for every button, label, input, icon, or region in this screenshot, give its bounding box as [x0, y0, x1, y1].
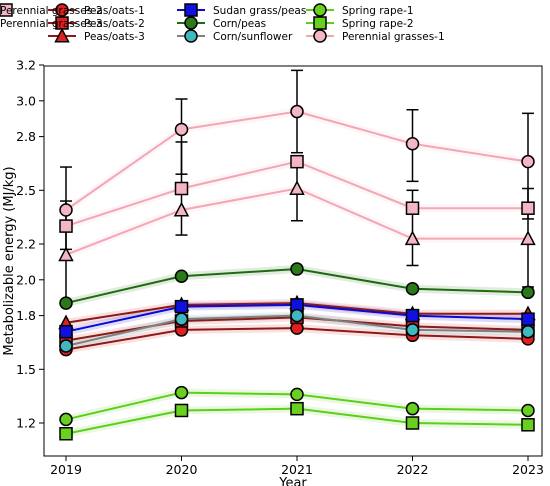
data-point [59, 412, 73, 427]
data-point [520, 230, 536, 246]
legend-marker [184, 3, 198, 17]
x-axis-label: Year [278, 476, 307, 486]
legend-label: Perennial grasses-2 [0, 5, 103, 17]
legend-label: Peas/oats-3 [84, 31, 145, 43]
legend-marker [313, 3, 327, 17]
data-point [58, 246, 74, 262]
data-point [405, 137, 420, 151]
x-axis: 2019 2020 2021 2022 2023 [50, 456, 544, 477]
data-point [521, 403, 535, 418]
data-point [290, 262, 304, 276]
legend-marker [313, 16, 327, 30]
legend-marker [313, 29, 327, 43]
data-point [521, 201, 535, 215]
data-point [59, 426, 73, 441]
y-tick-label: 2.0 [16, 272, 36, 287]
data-point [521, 154, 535, 169]
data-point [405, 308, 420, 323]
legend-label: Peas/oats-1 [84, 5, 145, 17]
y-tick-label: 2.2 [16, 237, 36, 252]
legend-label: Perennial grasses-3 [0, 18, 103, 30]
y-tick-label: 2.5 [16, 183, 36, 198]
data-point [405, 282, 420, 296]
data-point [174, 312, 189, 326]
x-tick-label: 2023 [512, 462, 544, 477]
legend-label: Spring rape-2 [342, 18, 414, 30]
data-point [59, 203, 73, 217]
y-tick-label: 2.8 [16, 129, 36, 144]
data-point [174, 122, 189, 137]
legend-marker [54, 27, 70, 43]
data-point [404, 230, 421, 246]
data-point [405, 201, 420, 215]
data-point [59, 219, 73, 233]
legend-marker [55, 3, 69, 17]
legend-label: Peas/oats-2 [84, 18, 145, 30]
data-point [59, 324, 73, 339]
data-point [290, 401, 304, 416]
y-tick-label: 1.5 [16, 362, 36, 377]
legend-label: Sudan grass/peas [213, 5, 306, 17]
legend-label: Spring rape-1 [342, 5, 414, 17]
legend-marker [184, 29, 198, 43]
data-point [290, 387, 304, 402]
data-point [405, 401, 420, 416]
data-point [521, 324, 535, 339]
data-point [405, 323, 420, 337]
x-tick-label: 2020 [166, 462, 198, 477]
data-point [405, 416, 420, 430]
series-markers [58, 104, 536, 441]
data-point [521, 312, 535, 326]
legend-label: Corn/peas [213, 18, 266, 30]
data-point [59, 296, 73, 310]
data-point [174, 269, 189, 283]
legend-marker [184, 16, 198, 30]
legend-label: Corn/sunflower [213, 31, 293, 43]
y-axis-label: Metabolizable energy (MJ/kg) [2, 166, 17, 355]
data-point [174, 299, 189, 314]
y-axis: 1.2 1.5 1.8 2.0 2.2 2.5 2.8 3.0 3.2 [16, 58, 44, 431]
data-point [290, 308, 304, 323]
data-point [290, 104, 304, 119]
data-point [174, 385, 189, 400]
legend-marker [0, 3, 13, 17]
x-tick-label: 2019 [50, 462, 82, 477]
y-tick-label: 1.2 [16, 416, 36, 431]
data-point [174, 403, 189, 418]
data-point [289, 180, 305, 195]
y-tick-label: 3.0 [16, 93, 36, 108]
legend-label: Perennial grasses-1 [342, 31, 445, 43]
data-point [521, 418, 535, 432]
data-point [174, 181, 189, 196]
x-tick-label: 2022 [397, 462, 429, 477]
y-tick-label: 1.8 [16, 308, 36, 323]
data-point [290, 154, 304, 169]
data-point [521, 285, 535, 300]
y-tick-label: 3.2 [16, 58, 36, 73]
data-point [59, 339, 73, 353]
x-tick-label: 2021 [281, 462, 313, 477]
plot-frame [43, 65, 543, 457]
data-point [173, 201, 190, 217]
